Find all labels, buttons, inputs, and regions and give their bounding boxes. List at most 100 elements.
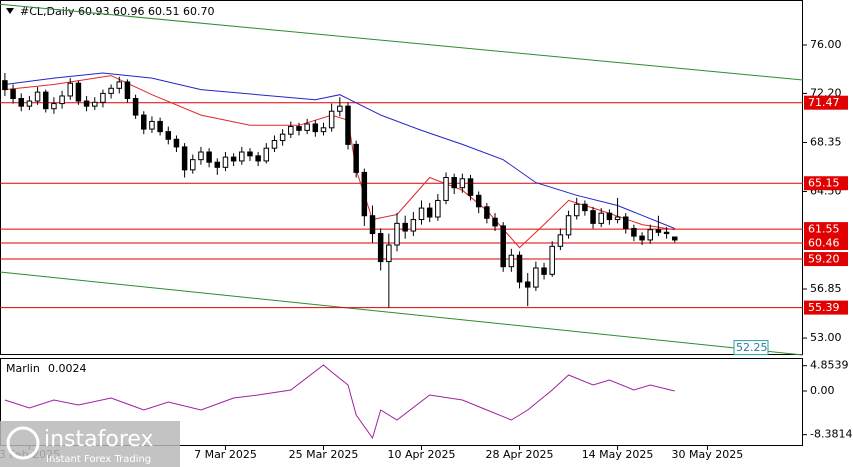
- ohlc-high: 60.96: [113, 5, 145, 18]
- candle-body: [598, 212, 604, 224]
- candle-body: [622, 216, 629, 229]
- indicator-panel: [0, 358, 803, 446]
- annotation-box: [733, 340, 769, 356]
- candle-body: [573, 203, 580, 217]
- candle-body: [475, 194, 482, 208]
- candle-body: [459, 178, 466, 189]
- y-tick-label: 4.8539: [810, 359, 849, 372]
- candle-body: [181, 146, 188, 171]
- candle-body: [631, 227, 637, 237]
- candle-body: [157, 120, 163, 133]
- x-tick-label: 14 May 2025: [582, 448, 654, 461]
- candle-body: [508, 254, 515, 268]
- candle-body: [214, 161, 221, 168]
- candle-body: [230, 156, 237, 162]
- candle-body: [337, 105, 343, 112]
- candle-body: [402, 222, 408, 232]
- candle-body: [132, 97, 139, 116]
- level-label: 65.15: [808, 177, 840, 190]
- candle-body: [271, 140, 278, 149]
- candle-body: [410, 219, 417, 232]
- y-tick-label: 53.00: [810, 331, 842, 344]
- candle-body: [484, 206, 490, 219]
- candle-body: [647, 229, 653, 241]
- candle-body: [541, 267, 547, 275]
- ohlc-low: 60.51: [148, 5, 180, 18]
- candle-body: [516, 254, 523, 283]
- candle-body: [500, 225, 506, 268]
- level-label: 55.39: [808, 301, 840, 314]
- candle-body: [386, 244, 392, 263]
- level-label-box: [804, 300, 848, 315]
- trend-line: [0, 271, 804, 356]
- candle-body: [51, 103, 57, 110]
- candle-body: [296, 126, 302, 131]
- level-label: 59.20: [808, 253, 840, 266]
- candle-body: [239, 151, 245, 162]
- trend-line: [0, 3, 804, 81]
- candle-body: [42, 91, 49, 110]
- candle-body: [353, 143, 359, 173]
- candle-body: [83, 100, 90, 107]
- candle-body: [361, 171, 368, 217]
- x-tick-label: 10 Apr 2025: [388, 448, 456, 461]
- watermark-name: instaforex: [44, 427, 154, 452]
- level-label-box: [804, 95, 848, 110]
- candle-body: [394, 222, 400, 246]
- candle-body: [672, 236, 678, 241]
- x-tick-label: 28 Apr 2025: [486, 448, 554, 461]
- ohlc-close: 60.70: [183, 5, 215, 18]
- candle-body: [59, 95, 65, 105]
- menu-arrow: [6, 8, 14, 14]
- y-tick-label: 76.00: [810, 38, 842, 51]
- candle-body: [369, 215, 376, 235]
- watermark-logo: [6, 426, 40, 460]
- watermark-tagline: Instant Forex Trading: [46, 454, 151, 465]
- candle-body: [565, 215, 572, 236]
- x-tick-label: 30 May 2025: [672, 448, 744, 461]
- candle-body: [149, 120, 155, 130]
- candle-body: [524, 281, 531, 288]
- chart-title: #CL,Daily: [20, 5, 75, 18]
- candle-body: [198, 151, 204, 161]
- candle-body: [304, 123, 310, 131]
- annotation: 52.25: [736, 341, 768, 354]
- candle-body: [67, 82, 73, 97]
- candle-body: [206, 151, 212, 163]
- x-tick-label: 7 Mar 2025: [194, 448, 257, 461]
- candle-body: [100, 92, 106, 103]
- candle-body: [288, 126, 294, 135]
- y-tick-label: 0.00: [810, 384, 835, 397]
- candle-body: [108, 87, 114, 94]
- candle-body: [116, 81, 123, 89]
- y-tick-label: 56.85: [810, 282, 842, 295]
- level-label: 71.47: [808, 96, 840, 109]
- candle-body: [190, 159, 196, 171]
- candle-body: [222, 156, 229, 168]
- candle-body: [467, 178, 474, 196]
- candle-body: [614, 216, 621, 221]
- indicator-title: Marlin: [6, 362, 40, 375]
- candle-body: [663, 231, 670, 235]
- candle-body: [92, 101, 98, 107]
- candle-body: [263, 147, 270, 162]
- candle-body: [655, 229, 662, 233]
- candle-body: [124, 81, 131, 99]
- candle-body: [2, 80, 8, 91]
- candle-body: [165, 131, 172, 140]
- candle-body: [533, 267, 539, 288]
- candle-body: [320, 127, 327, 133]
- candle-body: [443, 177, 449, 201]
- main-panel: [0, 0, 803, 355]
- candle-body: [606, 212, 613, 221]
- moving-average: [4, 72, 675, 229]
- candle-body: [549, 245, 555, 275]
- candle-body: [279, 133, 286, 142]
- candle-body: [247, 151, 253, 157]
- candle-body: [26, 100, 33, 107]
- candle-body: [141, 114, 147, 130]
- candle-body: [582, 203, 588, 212]
- candle-body: [590, 210, 596, 224]
- candle-body: [639, 235, 645, 241]
